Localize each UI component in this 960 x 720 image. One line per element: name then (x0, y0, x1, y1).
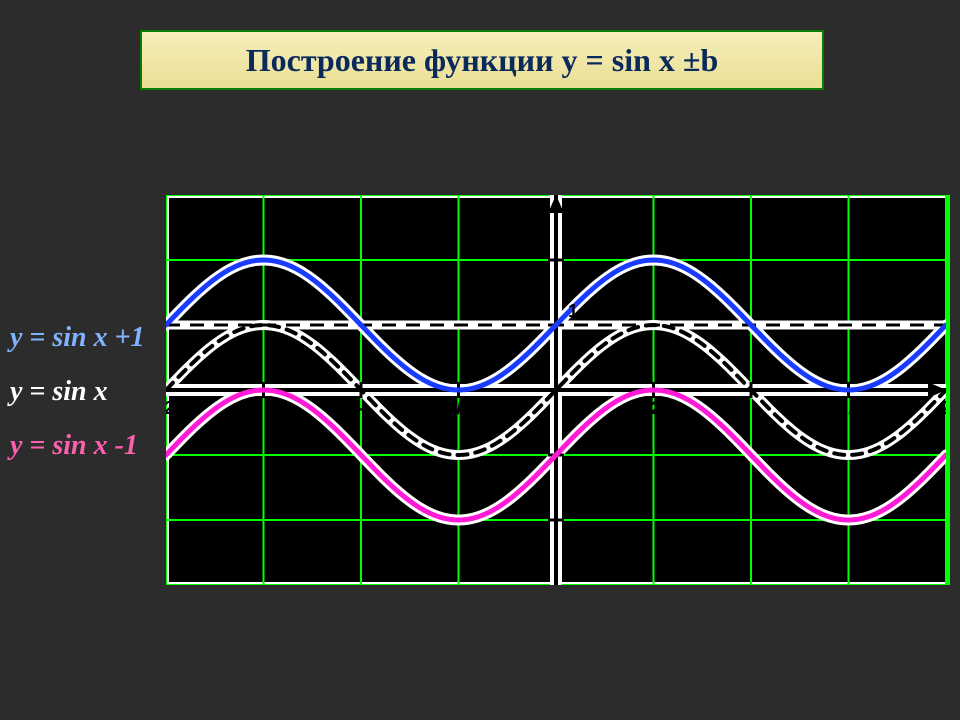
svg-text:2: 2 (941, 398, 946, 418)
legend-item: y = sin x (10, 376, 170, 408)
svg-text:3 /2: 3 /2 (833, 398, 863, 418)
svg-text:1: 1 (568, 301, 578, 321)
slide: Построение функции y = sin x ±b y = sin … (0, 0, 960, 720)
svg-text:-3 /2: -3 /2 (245, 398, 281, 418)
chart-svg: y x 0 1 -1 -2 -3 /2 - - /2/2 3 /2 2 (166, 195, 946, 585)
svg-text:/2: /2 (646, 398, 661, 418)
svg-text:-: - (358, 398, 364, 418)
svg-text:-2: -2 (166, 398, 174, 418)
svg-text:0: 0 (564, 396, 574, 416)
svg-text:x: x (931, 359, 942, 381)
svg-text:y: y (570, 196, 581, 218)
title-box: Построение функции y = sin x ±b (140, 30, 824, 90)
legend-item: y = sin x -1 (10, 430, 170, 462)
title-text: Построение функции y = sin x ±b (246, 42, 719, 79)
svg-text:- /2: - /2 (445, 398, 471, 418)
legend: y = sin x +1 y = sin x y = sin x -1 (10, 300, 170, 484)
svg-text:-1: -1 (568, 459, 584, 479)
chart: y x 0 1 -1 -2 -3 /2 - - /2/2 3 /2 2 (166, 195, 950, 585)
legend-item: y = sin x +1 (10, 322, 170, 354)
